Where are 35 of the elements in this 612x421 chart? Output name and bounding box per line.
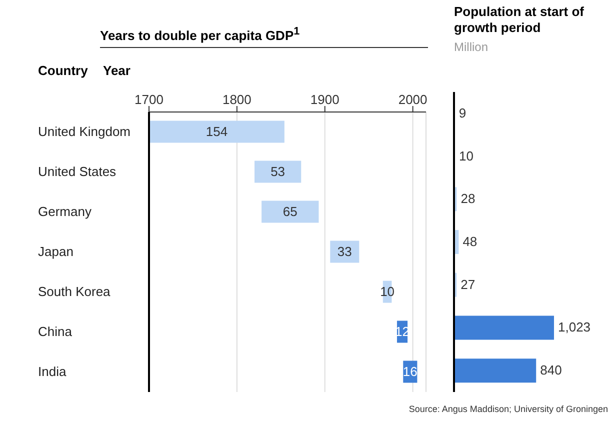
category-label: United Kingdom bbox=[38, 124, 130, 139]
data-label: 33 bbox=[337, 244, 352, 259]
data-label: 28 bbox=[460, 191, 476, 206]
bar bbox=[454, 316, 554, 340]
data-label: 10 bbox=[458, 148, 474, 164]
chart-subtitle: Million bbox=[454, 40, 488, 54]
category-label: United States bbox=[38, 164, 116, 179]
data-label: 65 bbox=[282, 204, 298, 219]
bar bbox=[149, 120, 284, 143]
y-axis-title: Country bbox=[38, 63, 88, 78]
data-label: 27 bbox=[460, 276, 476, 292]
data-label: 840 bbox=[540, 362, 562, 378]
data-label: 1,023 bbox=[558, 320, 591, 335]
data-label: 154 bbox=[206, 124, 228, 139]
data-label: 48 bbox=[462, 234, 478, 249]
category-label: Japan bbox=[38, 244, 74, 259]
category-label: China bbox=[38, 324, 72, 339]
chart-title: Years to double per capita GDP$^{1}$ bbox=[100, 26, 300, 44]
category-label: India bbox=[38, 364, 66, 379]
x-tick-label: 1800 bbox=[222, 92, 252, 107]
bar bbox=[454, 358, 536, 383]
x-tick-label: 2000 bbox=[398, 92, 428, 107]
bar bbox=[254, 160, 302, 183]
category-label: South Korea bbox=[38, 284, 110, 299]
data-label: 16 bbox=[402, 364, 418, 379]
data-label: 53 bbox=[270, 164, 286, 179]
x-tick-label: 1900 bbox=[310, 92, 340, 107]
category-label: Germany bbox=[38, 204, 92, 219]
bar bbox=[262, 200, 319, 223]
source-note: Source: Angus Maddison; University of Groningen bbox=[408, 404, 608, 414]
chart-title: Population at start of growth period bbox=[454, 4, 585, 36]
data-label: 9 bbox=[458, 105, 466, 120]
x-tick-label: 1700 bbox=[134, 92, 164, 107]
x-axis-title: Year bbox=[103, 63, 130, 78]
data-label: 10 bbox=[380, 284, 395, 299]
